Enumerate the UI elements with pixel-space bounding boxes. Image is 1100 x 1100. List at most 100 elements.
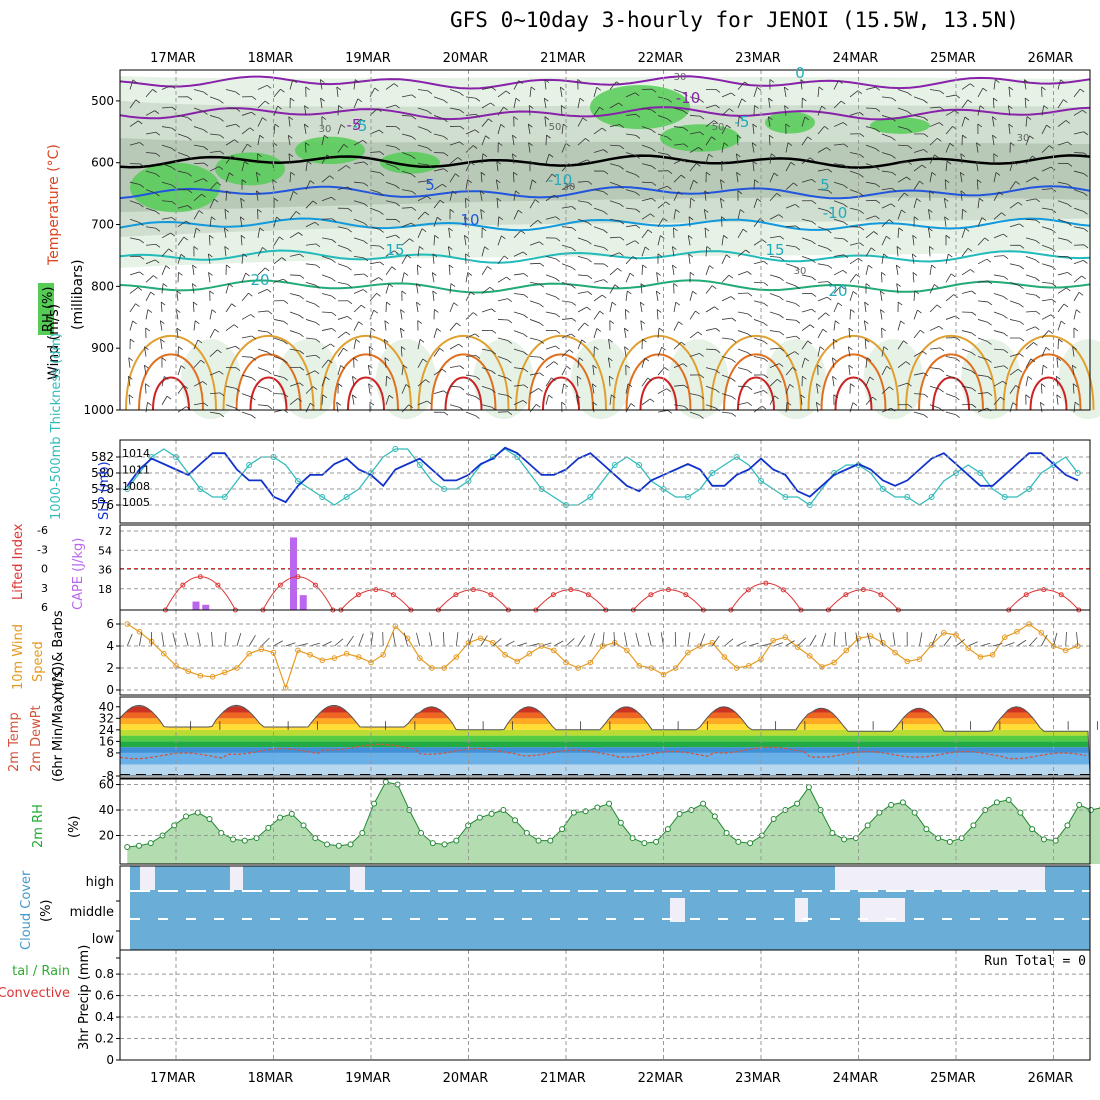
wind-barb-flag: [934, 284, 939, 288]
wind-barb-flag: [619, 203, 624, 208]
wind-barb: [575, 394, 579, 405]
wind-barb: [1041, 330, 1050, 339]
wind-speed-point: [416, 655, 423, 661]
thickness-point: [904, 494, 911, 500]
wind-barb: [753, 87, 758, 98]
wind-barb-flag: [789, 383, 794, 388]
wind-barb: [881, 386, 890, 394]
wind-barb-flag: [907, 111, 912, 115]
wind-barb: [209, 198, 215, 209]
wind-speed-point: [136, 628, 143, 635]
wind-barb-flag: [731, 378, 736, 382]
wind-barb: [1040, 383, 1043, 394]
wind-barb-flag: [555, 313, 561, 318]
wind-barb: [497, 374, 508, 379]
wind-barb-flag: [475, 113, 481, 118]
wind-barb: [1041, 207, 1052, 211]
wind-barb-flag: [688, 235, 693, 239]
wind-barb: [529, 262, 541, 265]
rh-point: [970, 822, 977, 829]
wind-barb-flag: [640, 301, 645, 306]
wind-barb-flag: [406, 254, 412, 259]
wind-barb-flag: [967, 99, 972, 104]
wind-barb-flag: [864, 301, 869, 306]
wind-barb: [481, 367, 492, 372]
wind-barb-flag: [875, 108, 881, 112]
wind-barb-flag: [507, 340, 512, 344]
wind-barb: [369, 129, 380, 135]
rh-point: [183, 813, 190, 820]
wind-barb: [817, 226, 828, 231]
wind-barb: [257, 367, 268, 372]
date-label-top: 17MAR: [150, 51, 196, 66]
wind-barb-flag: [745, 249, 750, 254]
wind-barb: [849, 257, 859, 265]
wind-barb: [127, 376, 131, 387]
wind-barb: [161, 395, 168, 405]
wind-barb-flag: [914, 290, 920, 295]
wind-barb: [257, 385, 268, 390]
li-point: [550, 592, 556, 598]
wind-barb: [608, 376, 611, 387]
wind-barb-flag: [816, 383, 821, 388]
thickness-tick-label: 580: [91, 466, 114, 480]
wind-barb: [1025, 135, 1031, 146]
wind-barb-flag: [472, 145, 478, 149]
date-label-bottom: 26MAR: [1028, 1071, 1074, 1086]
wind-barb-flag: [241, 179, 247, 183]
wind-barb: [753, 319, 764, 324]
wind-barb: [303, 124, 307, 135]
wind-barb-flag: [178, 272, 183, 276]
wind-barb: [561, 226, 572, 229]
wind-barb-flag: [603, 149, 608, 153]
wind-barb: [559, 86, 563, 97]
wind-barb-flag: [843, 238, 849, 243]
wind-barb: [496, 161, 499, 172]
wind-barb: [1009, 263, 1020, 267]
wind-barb-10m: [197, 632, 201, 647]
wind-barb: [497, 216, 500, 227]
wind-barb: [129, 237, 140, 241]
wind-barb-flag: [283, 300, 289, 304]
wind-barb-flag: [778, 214, 784, 218]
wind-barb-flag: [267, 351, 272, 356]
wind-barb: [1008, 86, 1011, 97]
wind-barb: [385, 200, 396, 204]
wind-barb: [321, 196, 332, 202]
wind-barb-flag: [456, 322, 461, 327]
wind-barb-flag: [187, 205, 192, 209]
wind-barb: [321, 293, 332, 297]
wind-barb: [175, 309, 179, 320]
wind-barb-flag: [715, 89, 721, 93]
wind-barb-flag: [242, 253, 248, 258]
wind-barb-flag: [248, 292, 253, 297]
wind-barb: [289, 311, 300, 316]
wind-barb-flag: [501, 235, 506, 240]
rh-humid-blob: [660, 124, 740, 152]
wind-barb-10m: [553, 640, 564, 647]
wind-barb-flag: [1078, 291, 1084, 296]
wind-barb: [241, 411, 252, 416]
wind-barb-flag: [793, 182, 798, 187]
wind-barb-flag: [503, 255, 509, 260]
wind-barb: [129, 218, 140, 223]
wind-speed-point: [1001, 634, 1008, 641]
wind-barb-flag: [1067, 222, 1072, 226]
wind-barb: [241, 127, 251, 135]
wind-barb: [193, 381, 204, 387]
wind-barb: [273, 337, 284, 342]
wind-barb-flag: [635, 155, 640, 159]
wind-barb-flag: [979, 197, 984, 202]
wind-barb: [273, 257, 283, 265]
wind-barb: [257, 310, 268, 313]
wind-barb-flag: [819, 346, 825, 351]
rh-point: [347, 841, 354, 848]
wind-barb: [913, 198, 917, 209]
wind-barb-flag: [945, 234, 951, 239]
wind-barb-flag: [913, 216, 919, 221]
wind-barb: [801, 157, 811, 164]
wind-barb-flag: [395, 146, 401, 151]
wind-barb: [1073, 131, 1084, 135]
wind-barb-10m: [879, 632, 884, 647]
wind-barb-flag: [776, 378, 782, 383]
